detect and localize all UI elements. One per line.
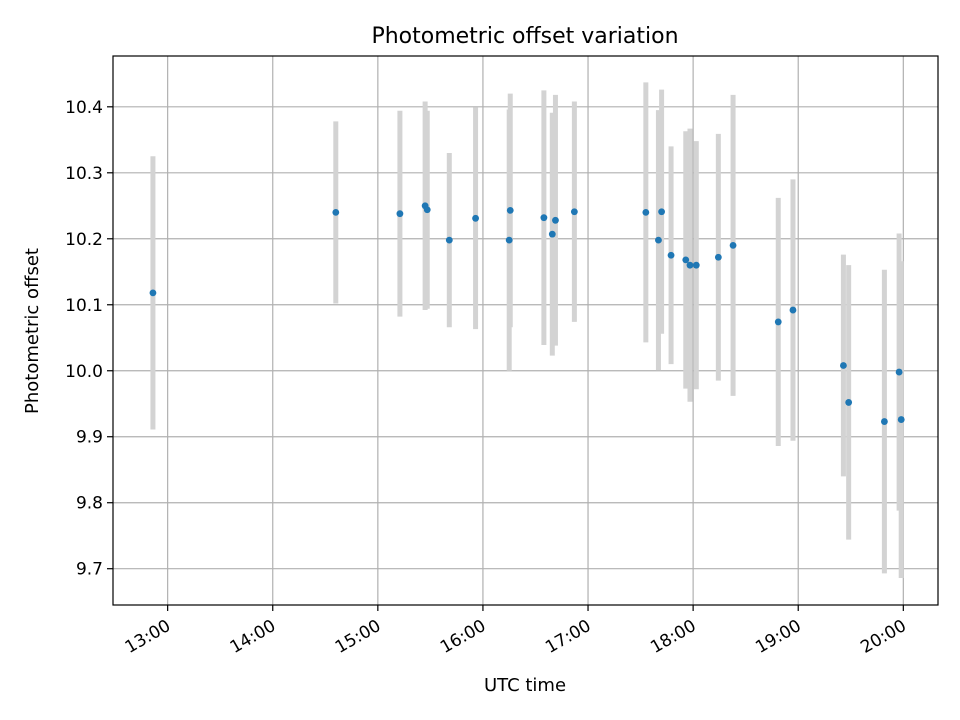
plot-frame bbox=[112, 55, 939, 606]
chart-title: Photometric offset variation bbox=[371, 24, 678, 49]
x-tick-label: 17:00 bbox=[542, 616, 594, 658]
data-point bbox=[548, 230, 556, 238]
data-point bbox=[423, 206, 431, 214]
x-tick-label: 16:00 bbox=[437, 616, 489, 658]
data-point bbox=[667, 251, 675, 259]
data-point bbox=[570, 208, 578, 216]
data-point bbox=[729, 241, 737, 249]
errorbars bbox=[150, 82, 904, 578]
data-point bbox=[881, 418, 888, 425]
y-tick-label: 10.4 bbox=[65, 98, 103, 118]
data-point bbox=[789, 306, 797, 314]
data-point bbox=[895, 368, 903, 376]
x-tick-label: 13:00 bbox=[122, 616, 174, 658]
y-tick-label: 9.9 bbox=[76, 428, 103, 448]
data-point bbox=[686, 261, 694, 269]
x-tick-label: 19:00 bbox=[752, 616, 804, 658]
x-tick-label: 18:00 bbox=[647, 616, 699, 658]
y-tick-label: 9.7 bbox=[76, 560, 103, 580]
x-axis-ticks: 13:00 14:00 15:00 16:00 17:00 18:00 19:00 20:00 bbox=[122, 605, 910, 658]
data-point bbox=[332, 208, 340, 216]
data-point bbox=[658, 208, 665, 216]
data-point bbox=[642, 208, 650, 216]
data-point bbox=[840, 362, 847, 369]
data-points bbox=[149, 202, 905, 425]
data-point bbox=[396, 210, 404, 218]
y-tick-label: 10.2 bbox=[65, 230, 103, 250]
x-tick-label: 15:00 bbox=[332, 616, 384, 658]
y-axis-label: Photometric offset bbox=[22, 248, 43, 414]
y-tick-label: 10.3 bbox=[65, 164, 103, 184]
data-point bbox=[552, 216, 559, 224]
data-point bbox=[655, 236, 662, 244]
data-point bbox=[445, 236, 453, 244]
x-axis-label: UTC time bbox=[484, 675, 566, 696]
data-point bbox=[149, 289, 157, 297]
data-point bbox=[897, 416, 905, 423]
data-point bbox=[505, 236, 513, 244]
data-point bbox=[472, 214, 479, 222]
data-point bbox=[682, 256, 690, 264]
data-point bbox=[845, 399, 853, 406]
y-tick-label: 9.8 bbox=[76, 494, 103, 514]
data-point bbox=[540, 214, 548, 222]
data-point bbox=[714, 253, 722, 261]
data-point bbox=[506, 207, 514, 214]
grid bbox=[113, 56, 938, 605]
y-tick-label: 10.0 bbox=[65, 362, 103, 382]
x-tick-label: 20:00 bbox=[857, 616, 909, 658]
y-axis-ticks: 9.7 9.8 9.9 10.0 10.1 10.2 10.3 10.4 bbox=[65, 98, 113, 580]
y-tick-label: 10.1 bbox=[65, 296, 103, 316]
x-tick-label: 14:00 bbox=[227, 616, 279, 658]
data-point bbox=[692, 261, 700, 269]
data-point bbox=[774, 318, 782, 326]
